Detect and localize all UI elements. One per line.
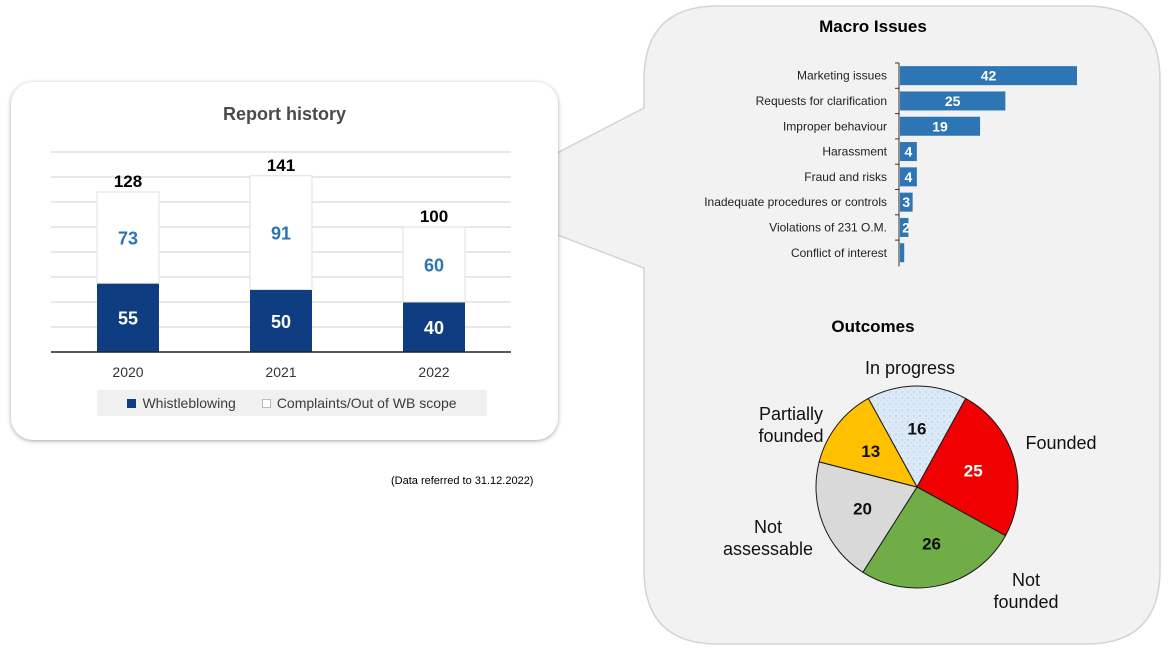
x-tick-label: 2021: [265, 364, 296, 380]
bar-complaints-2021: [249, 175, 313, 290]
legend-swatch-whistleblowing: [127, 398, 137, 408]
pie-category-label: Not assessable: [712, 516, 824, 560]
x-tick-label: 2020: [112, 364, 143, 380]
data-label-complaints: 73: [118, 229, 138, 249]
pie-category-label-line: Partially: [758, 404, 824, 424]
bar-whistleblowing-2021: [250, 289, 312, 352]
report-history-title: Report history: [222, 104, 346, 124]
pie-category-label: In progress: [830, 357, 990, 379]
legend-swatch-complaints: [261, 398, 271, 408]
pie-category-label: Partially founded: [738, 403, 844, 447]
data-footnote: (Data referred to 31.12.2022): [391, 475, 534, 487]
data-label-whistleblowing: 50: [271, 312, 291, 332]
data-label-whistleblowing: 55: [118, 309, 138, 329]
bar-complaints-2020: [96, 191, 160, 284]
bar-whistleblowing-2022: [403, 302, 465, 352]
macro-issues-title: Macro Issues: [819, 17, 927, 36]
pie-category-label-line: founded: [993, 592, 1059, 612]
data-label-complaints: 60: [424, 256, 444, 276]
x-tick-label: 2022: [418, 364, 449, 380]
report-history-chart: 55 73 128 2020 50 91 141 2021 40 60 100 2022: [51, 151, 511, 380]
outcomes-title: Outcomes: [831, 317, 915, 336]
data-label-complaints: 91: [271, 224, 291, 244]
pie-category-label-line: In progress: [864, 358, 956, 378]
data-label-total: 141: [267, 156, 295, 175]
pie-category-label: Not founded: [980, 569, 1072, 613]
bar-complaints-2022: [402, 226, 466, 303]
pie-category-label-line: Not: [1011, 570, 1040, 590]
legend-item-complaints: Complaints/Out of WB scope: [261, 395, 457, 411]
pie-category-label-line: Founded: [1025, 433, 1097, 453]
legend-label-complaints: Complaints/Out of WB scope: [276, 395, 457, 411]
legend-label-whistleblowing: Whistleblowing: [142, 395, 236, 411]
data-label-total: 128: [114, 172, 142, 191]
pie-category-label-line: founded: [758, 426, 824, 446]
legend-item-whistleblowing: Whistleblowing: [127, 395, 236, 411]
pie-category-label-line: assessable: [722, 539, 814, 559]
data-label-whistleblowing: 40: [424, 318, 444, 338]
report-history-card: Report history 55 73 128 2020 50 91 141 2021 40 6…: [11, 82, 558, 440]
report-history-legend: Whistleblowing Complaints/Out of WB scop…: [97, 390, 487, 416]
pie-category-label-line: Not: [753, 517, 782, 537]
bar-whistleblowing-2020: [97, 283, 159, 352]
pie-category-label: Founded: [1015, 432, 1107, 454]
data-label-total: 100: [420, 207, 448, 226]
